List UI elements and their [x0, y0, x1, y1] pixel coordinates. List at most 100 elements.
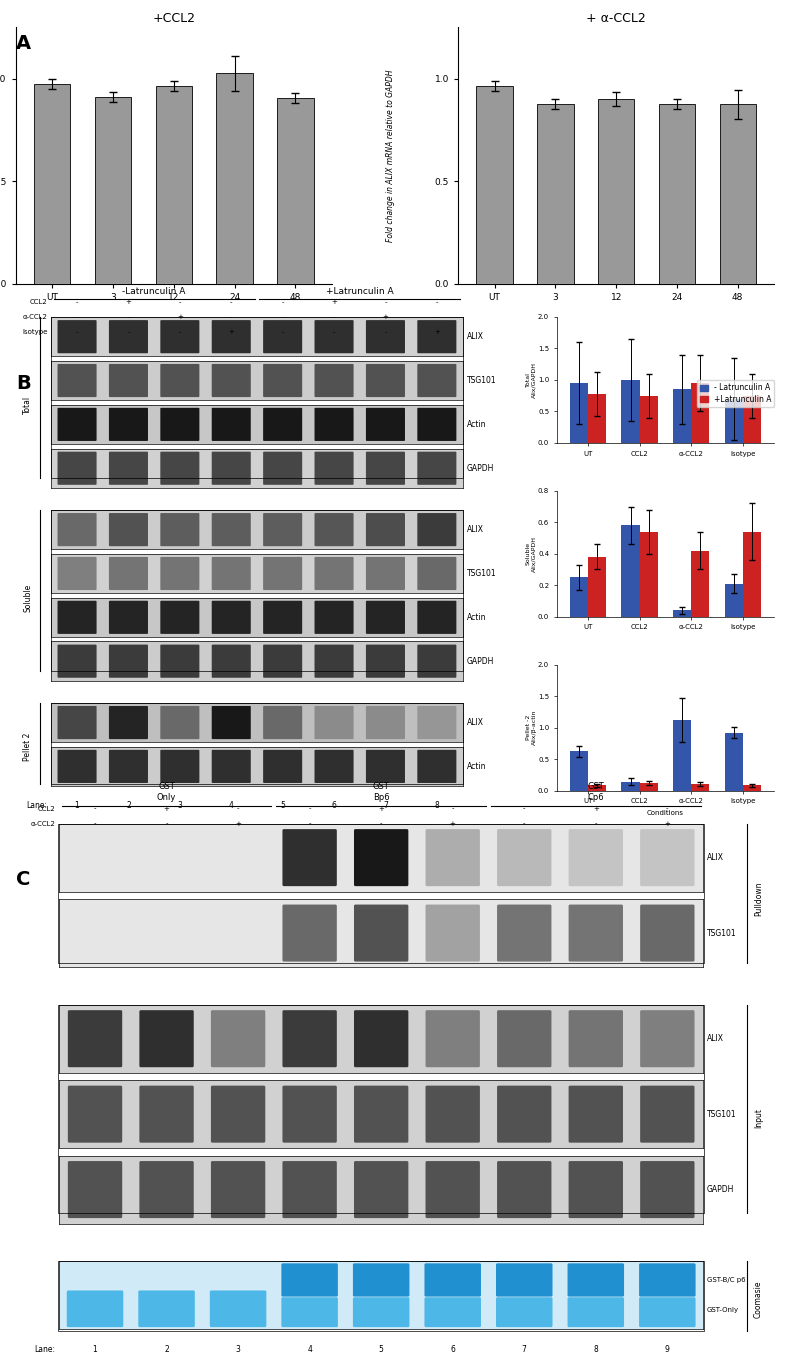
Bar	[691, 784, 709, 791]
FancyBboxPatch shape	[354, 1011, 408, 1067]
FancyBboxPatch shape	[497, 904, 551, 962]
Bar	[622, 381, 640, 443]
Bar	[95, 97, 131, 284]
FancyBboxPatch shape	[160, 321, 199, 353]
Bar	[570, 752, 588, 791]
FancyBboxPatch shape	[417, 321, 457, 353]
Text: 4: 4	[229, 802, 234, 810]
Text: 5: 5	[280, 802, 285, 810]
FancyBboxPatch shape	[263, 557, 303, 591]
FancyBboxPatch shape	[160, 451, 199, 484]
FancyBboxPatch shape	[58, 408, 96, 441]
FancyBboxPatch shape	[109, 451, 148, 484]
FancyBboxPatch shape	[211, 1011, 265, 1067]
Text: ALIX: ALIX	[467, 525, 483, 535]
Title: +CCL2: +CCL2	[152, 12, 195, 25]
Text: -: -	[384, 299, 386, 306]
Text: 5: 5	[378, 1345, 384, 1354]
FancyBboxPatch shape	[211, 1161, 265, 1218]
Bar	[640, 783, 658, 791]
Text: +: +	[228, 329, 234, 336]
FancyBboxPatch shape	[263, 321, 303, 353]
Text: +: +	[382, 314, 389, 321]
FancyBboxPatch shape	[417, 707, 457, 739]
Text: -: -	[435, 299, 438, 306]
Text: +Latrunculin A: +Latrunculin A	[326, 288, 393, 296]
Text: GAPDH: GAPDH	[707, 1185, 735, 1194]
FancyBboxPatch shape	[212, 321, 250, 353]
Text: GST
Cp6: GST Cp6	[588, 783, 604, 802]
Legend: - Latrunculin A, +Latrunculin A: - Latrunculin A, +Latrunculin A	[697, 381, 774, 406]
Text: 7: 7	[383, 802, 388, 810]
FancyBboxPatch shape	[160, 750, 199, 783]
Text: GAPDH: GAPDH	[467, 464, 494, 473]
FancyBboxPatch shape	[160, 408, 199, 441]
FancyBboxPatch shape	[314, 645, 354, 678]
Bar	[725, 584, 743, 617]
Y-axis label: Total
Alix/GAPDH: Total Alix/GAPDH	[525, 361, 536, 398]
Bar	[743, 396, 762, 443]
Text: +: +	[126, 299, 131, 306]
Text: -: -	[308, 821, 311, 827]
FancyBboxPatch shape	[58, 321, 96, 353]
FancyBboxPatch shape	[212, 557, 250, 591]
FancyBboxPatch shape	[424, 1263, 481, 1297]
Text: α-CCL2: α-CCL2	[23, 314, 47, 321]
FancyBboxPatch shape	[354, 829, 408, 887]
FancyBboxPatch shape	[263, 645, 303, 678]
Bar	[725, 732, 743, 791]
FancyBboxPatch shape	[366, 513, 405, 546]
Text: -: -	[127, 314, 130, 321]
FancyBboxPatch shape	[366, 750, 405, 783]
Text: 2: 2	[164, 1345, 169, 1354]
FancyBboxPatch shape	[263, 364, 303, 397]
FancyBboxPatch shape	[109, 557, 148, 591]
FancyBboxPatch shape	[283, 1161, 337, 1218]
FancyBboxPatch shape	[212, 408, 250, 441]
FancyBboxPatch shape	[212, 600, 250, 634]
FancyBboxPatch shape	[67, 1290, 123, 1327]
Text: 3: 3	[178, 802, 182, 810]
FancyBboxPatch shape	[58, 364, 96, 397]
FancyBboxPatch shape	[283, 904, 337, 962]
FancyBboxPatch shape	[639, 1263, 695, 1297]
Bar	[640, 532, 658, 617]
FancyBboxPatch shape	[283, 1011, 337, 1067]
FancyBboxPatch shape	[139, 1086, 194, 1143]
Text: TSG101: TSG101	[707, 929, 737, 937]
FancyBboxPatch shape	[354, 904, 408, 962]
Bar	[537, 104, 574, 284]
FancyBboxPatch shape	[160, 645, 199, 678]
FancyBboxPatch shape	[366, 600, 405, 634]
FancyBboxPatch shape	[58, 645, 96, 678]
Text: GST
Bp6: GST Bp6	[373, 783, 389, 802]
FancyBboxPatch shape	[58, 513, 96, 546]
FancyBboxPatch shape	[263, 408, 303, 441]
FancyBboxPatch shape	[109, 600, 148, 634]
FancyBboxPatch shape	[109, 321, 148, 353]
FancyBboxPatch shape	[212, 750, 250, 783]
FancyBboxPatch shape	[211, 1086, 265, 1143]
Text: -: -	[333, 329, 335, 336]
Bar	[476, 86, 513, 284]
Text: Coomasie: Coomasie	[754, 1281, 763, 1318]
Text: α-CCL2: α-CCL2	[31, 821, 55, 827]
FancyBboxPatch shape	[426, 904, 480, 962]
FancyBboxPatch shape	[212, 707, 250, 739]
Bar	[277, 98, 314, 284]
FancyBboxPatch shape	[353, 1263, 409, 1297]
Text: -: -	[435, 314, 438, 321]
FancyBboxPatch shape	[497, 1086, 551, 1143]
Text: 6: 6	[450, 1345, 455, 1354]
FancyBboxPatch shape	[212, 451, 250, 484]
FancyBboxPatch shape	[314, 451, 354, 484]
FancyBboxPatch shape	[424, 1297, 481, 1327]
Text: A: A	[16, 34, 31, 53]
FancyBboxPatch shape	[314, 364, 354, 397]
Text: Lane:: Lane:	[26, 802, 47, 810]
FancyBboxPatch shape	[210, 1290, 266, 1327]
Bar	[659, 104, 695, 284]
Text: -: -	[308, 806, 311, 812]
FancyBboxPatch shape	[417, 645, 457, 678]
Bar	[691, 383, 709, 443]
